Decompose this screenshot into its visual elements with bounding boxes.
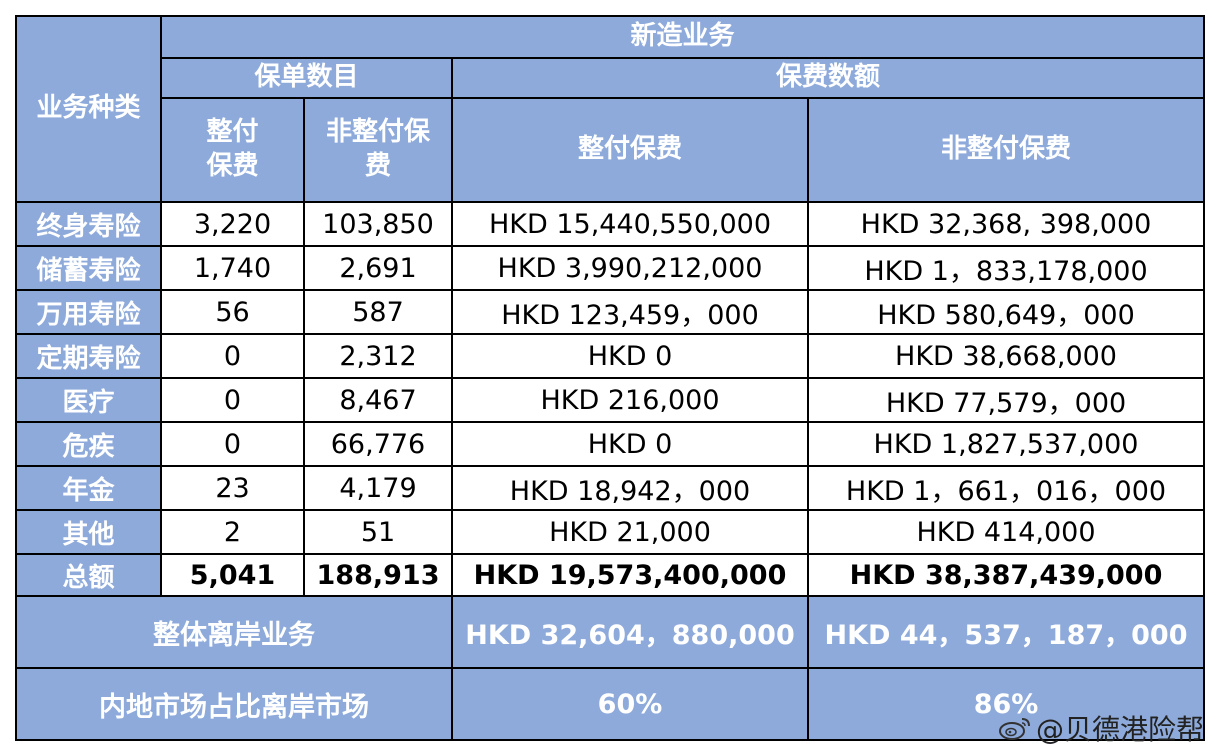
total-label: 总额 xyxy=(15,553,162,597)
offshore-non-single-premium: HKD 44，537，187，000 xyxy=(806,595,1206,669)
table-row: 储蓄寿险 1,740 2,691 HKD 3,990,212,000 HKD 1… xyxy=(15,245,1206,291)
non-single-count-cell: 66,776 xyxy=(303,421,453,467)
row-category: 医疗 xyxy=(15,377,162,423)
single-count-cell: 2 xyxy=(160,509,305,555)
new-business-header: 新造业务 xyxy=(159,15,1206,59)
single-premium-cell: HKD 0 xyxy=(451,333,809,379)
total-non-single-premium: HKD 38,387,439,000 xyxy=(806,553,1206,597)
row-category: 定期寿险 xyxy=(15,333,162,379)
non-single-premium-cell: HKD 1，833,178,000 xyxy=(806,245,1206,291)
offshore-row: 整体离岸业务 HKD 32,604，880,000 HKD 44，537，187… xyxy=(15,595,1206,669)
non-single-premium-cell: HKD 77,579，000 xyxy=(806,377,1206,423)
table-row: 年金 23 4,179 HKD 18,942，000 HKD 1，661，016… xyxy=(15,465,1206,511)
single-count-cell: 23 xyxy=(160,465,305,511)
non-single-premium-cell: HKD 32,368, 398,000 xyxy=(806,201,1206,247)
non-single-count-cell: 2,691 xyxy=(303,245,453,291)
non-single-count-cell: 2,312 xyxy=(303,333,453,379)
row-category: 储蓄寿险 xyxy=(15,245,162,291)
single-premium-header: 整付保费 xyxy=(451,97,809,203)
watermark-text: @贝德港险帮 xyxy=(1035,713,1204,746)
row-category: 终身寿险 xyxy=(15,201,162,247)
category-header: 业务种类 xyxy=(15,15,162,203)
single-premium-cell: HKD 123,459，000 xyxy=(451,289,809,335)
non-single-premium-cell: HKD 580,649，000 xyxy=(806,289,1206,335)
row-category: 危疾 xyxy=(15,421,162,467)
table-row: 定期寿险 0 2,312 HKD 0 HKD 38,668,000 xyxy=(15,333,1206,379)
non-single-premium-count-header: 非整付保 费 xyxy=(303,97,453,203)
single-count-cell: 0 xyxy=(160,421,305,467)
premium-amount-header: 保费数额 xyxy=(450,57,1206,99)
non-single-count-cell: 103,850 xyxy=(303,201,453,247)
non-single-premium-cell: HKD 1，661，016，000 xyxy=(806,465,1206,511)
table-row: 医疗 0 8,467 HKD 216,000 HKD 77,579，000 xyxy=(15,377,1206,423)
table-row: 危疾 0 66,776 HKD 0 HKD 1,827,537,000 xyxy=(15,421,1206,467)
single-premium-cell: HKD 0 xyxy=(451,421,809,467)
single-premium-count-header: 整付 保费 xyxy=(160,97,305,203)
total-row: 总额 5,041 188,913 HKD 19,573,400,000 HKD … xyxy=(15,553,1206,597)
weibo-icon xyxy=(998,715,1032,741)
non-single-count-cell: 51 xyxy=(303,509,453,555)
table-row: 终身寿险 3,220 103,850 HKD 15,440,550,000 HK… xyxy=(15,201,1206,247)
non-single-premium-cell: HKD 414,000 xyxy=(806,509,1206,555)
non-single-count-cell: 587 xyxy=(303,289,453,335)
row-category: 万用寿险 xyxy=(15,289,162,335)
single-premium-cell: HKD 216,000 xyxy=(451,377,809,423)
row-category: 年金 xyxy=(15,465,162,511)
watermark: @贝德港险帮 xyxy=(998,708,1204,748)
mainland-share-single-premium: 60% xyxy=(451,667,809,741)
non-single-premium-cell: HKD 1,827,537,000 xyxy=(806,421,1206,467)
single-count-cell: 0 xyxy=(160,377,305,423)
insurance-business-table: 业务种类 新造业务 保单数目 保费数额 整付 保费 非整付保 费 整付保费 非整… xyxy=(15,15,1206,741)
non-single-count-cell: 8,467 xyxy=(303,377,453,423)
policy-count-header: 保单数目 xyxy=(160,57,453,99)
single-premium-cell: HKD 21,000 xyxy=(451,509,809,555)
single-premium-cell: HKD 3,990,212,000 xyxy=(451,245,809,291)
offshore-label: 整体离岸业务 xyxy=(15,595,453,669)
total-non-single-count: 188,913 xyxy=(303,553,453,597)
single-premium-cell: HKD 15,440,550,000 xyxy=(451,201,809,247)
single-count-cell: 0 xyxy=(160,333,305,379)
single-count-cell: 56 xyxy=(160,289,305,335)
non-single-premium-header: 非整付保费 xyxy=(806,97,1206,203)
total-single-premium: HKD 19,573,400,000 xyxy=(451,553,809,597)
non-single-count-cell: 4,179 xyxy=(303,465,453,511)
total-single-count: 5,041 xyxy=(160,553,305,597)
non-single-premium-cell: HKD 38,668,000 xyxy=(806,333,1206,379)
single-count-cell: 3,220 xyxy=(160,201,305,247)
single-count-cell: 1,740 xyxy=(160,245,305,291)
mainland-share-label: 内地市场占比离岸市场 xyxy=(15,667,453,741)
offshore-single-premium: HKD 32,604，880,000 xyxy=(451,595,809,669)
row-category: 其他 xyxy=(15,509,162,555)
single-premium-cell: HKD 18,942，000 xyxy=(451,465,809,511)
table-row: 万用寿险 56 587 HKD 123,459，000 HKD 580,649，… xyxy=(15,289,1206,335)
table-row: 其他 2 51 HKD 21,000 HKD 414,000 xyxy=(15,509,1206,555)
